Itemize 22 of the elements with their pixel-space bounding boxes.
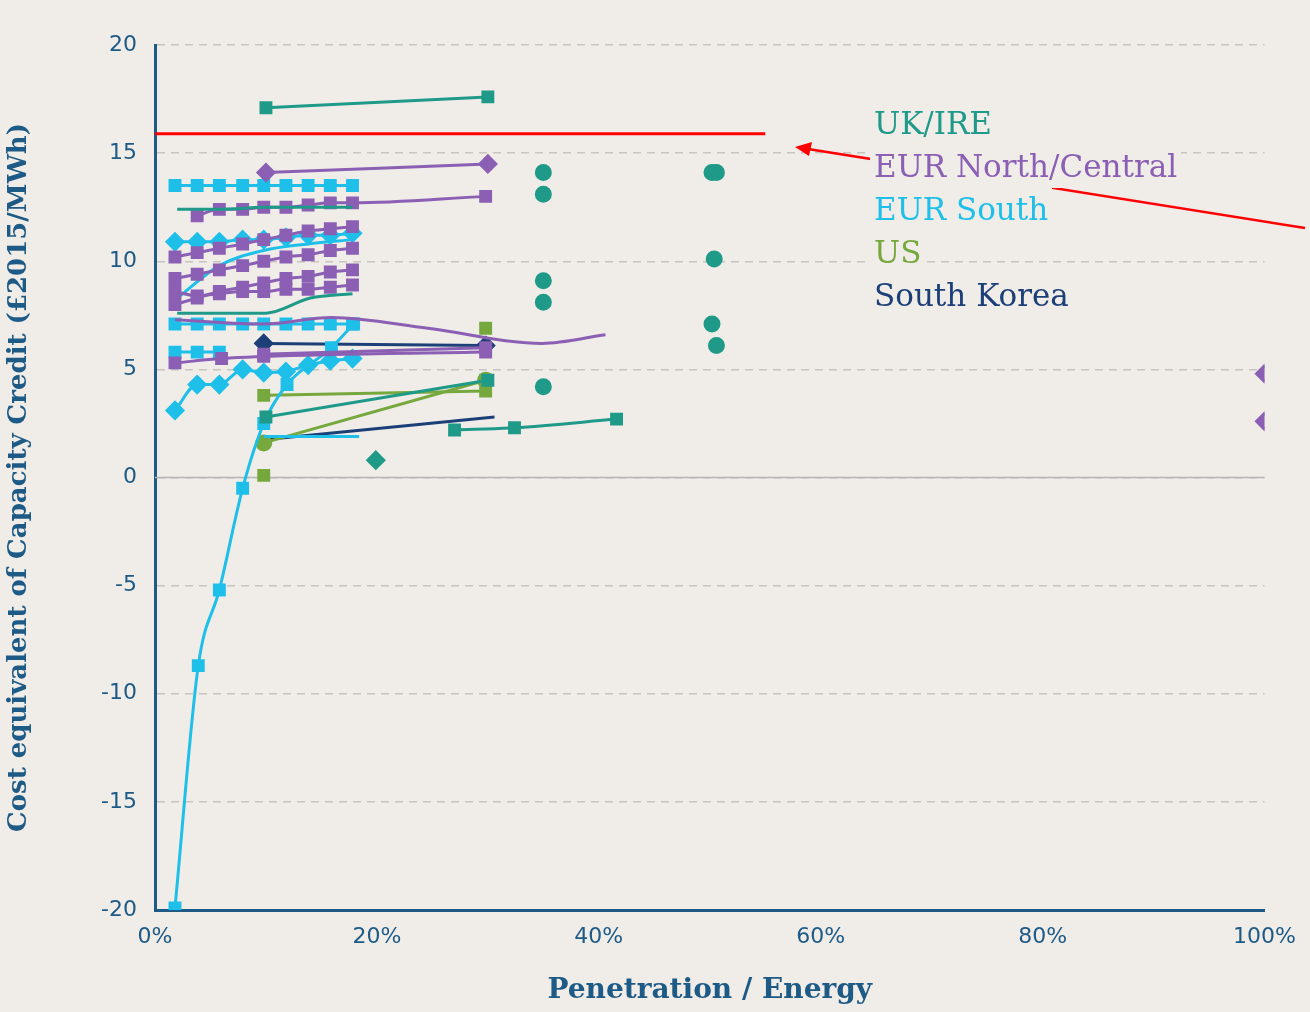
x-tick-label: 60% <box>796 922 846 948</box>
text: UK/IRE <box>870 102 996 145</box>
x-tick-label: 40% <box>574 922 624 948</box>
x-tick-label: 0% <box>137 922 173 948</box>
x-tick-label: 100% <box>1233 922 1297 948</box>
text: EUR South <box>870 188 1053 231</box>
text: US <box>870 231 926 274</box>
y-axis-title: Cost equivalent of Capacity Credit (£2015/MWh) <box>2 122 33 833</box>
x-tick-label: 80% <box>1018 922 1068 948</box>
y-tick-label: 0 <box>123 463 137 489</box>
y-tick-label: -5 <box>115 571 137 597</box>
y-tick-label: 5 <box>123 355 137 381</box>
text: EUR North/Central <box>870 145 1182 188</box>
y-tick-label: -15 <box>101 787 137 813</box>
x-tick-label: 20% <box>352 922 402 948</box>
y-tick-label: 20 <box>109 30 137 56</box>
y-tick-label: -10 <box>101 679 137 705</box>
text: South Korea <box>870 274 1073 317</box>
x-axis-title: Penetration / Energy <box>547 972 873 1006</box>
y-tick-label: 10 <box>109 246 137 272</box>
y-tick-label: -20 <box>101 895 137 921</box>
y-tick-label: 15 <box>109 138 137 164</box>
